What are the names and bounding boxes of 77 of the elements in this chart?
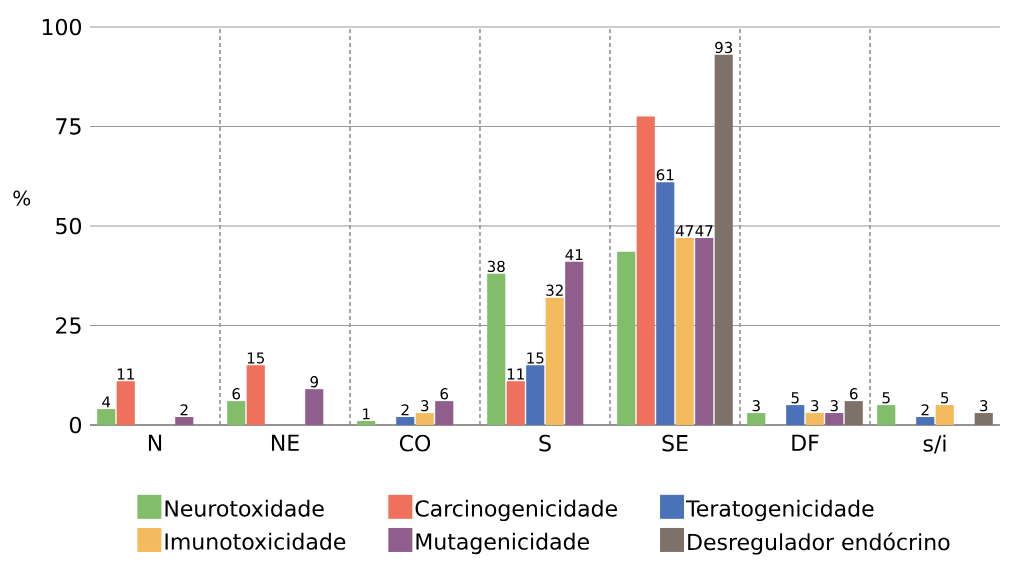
legend-label: Neurotoxidade — [165, 499, 324, 517]
data-label: 32 — [546, 284, 563, 296]
bar — [487, 273, 506, 425]
bar — [844, 401, 863, 425]
data-label: 6 — [232, 388, 241, 400]
bar — [825, 413, 844, 425]
y-tick-label: 100 — [42, 18, 81, 36]
data-label: 2 — [921, 404, 929, 416]
data-label: 3 — [421, 400, 429, 412]
bar — [97, 409, 116, 425]
x-tick-label: s/i — [923, 434, 946, 454]
x-tick-label: DF — [792, 434, 819, 451]
data-label: 9 — [310, 376, 318, 388]
data-label: 1 — [363, 408, 370, 420]
x-tick-label: CO — [399, 434, 431, 452]
data-label: 2 — [401, 404, 409, 416]
data-label: 3 — [980, 400, 988, 412]
y-tick-label: 0 — [69, 416, 82, 434]
bar — [747, 413, 766, 425]
bar — [227, 401, 246, 425]
x-tick-label: NE — [271, 434, 299, 451]
y-tick-label: 75 — [56, 118, 81, 135]
bar — [506, 381, 525, 425]
data-label: 3 — [830, 400, 838, 412]
bar — [675, 237, 694, 425]
legend-label: Desregulador endócrino — [688, 532, 950, 555]
legend-label: Teratogenicidade — [685, 499, 874, 522]
x-tick-label: S — [539, 434, 551, 452]
data-label: 15 — [527, 352, 544, 364]
bar — [396, 417, 415, 425]
data-label: 5 — [941, 392, 949, 404]
data-label: 3 — [811, 400, 819, 412]
data-label: 61 — [656, 169, 674, 181]
data-label: 5 — [791, 392, 799, 404]
bar — [617, 251, 636, 425]
bar — [877, 405, 896, 425]
y-axis-title: % — [13, 190, 31, 206]
bar — [916, 417, 935, 425]
x-tick-label: SE — [662, 434, 688, 452]
data-label: 38 — [487, 260, 505, 273]
data-label: 4 — [102, 396, 111, 408]
data-label: 47 — [675, 225, 694, 237]
data-label: 11 — [507, 368, 524, 380]
bar — [656, 182, 675, 425]
data-label: 6 — [850, 388, 858, 400]
legend-label: Carcinogenicidade — [415, 499, 617, 522]
data-label: 15 — [247, 352, 264, 364]
legend-label: Mutagenicidade — [416, 532, 589, 555]
bar — [305, 389, 324, 425]
bar — [116, 381, 135, 425]
bar — [636, 116, 655, 425]
data-label: 41 — [565, 249, 583, 261]
data-label: 11 — [117, 368, 134, 380]
data-label: 93 — [715, 41, 733, 54]
data-label: 3 — [752, 400, 760, 412]
bar — [246, 365, 265, 425]
bar — [565, 261, 584, 425]
y-tick-label: 50 — [56, 217, 81, 235]
bar — [175, 417, 194, 425]
legend-label: Imunotoxicidade — [165, 532, 346, 550]
bar — [805, 413, 824, 425]
bar — [695, 237, 714, 425]
bar — [786, 405, 805, 425]
x-tick-label: N — [148, 434, 162, 451]
data-label: 5 — [882, 392, 890, 404]
bar — [435, 401, 454, 425]
bar — [526, 365, 545, 425]
data-label: 6 — [440, 388, 449, 400]
bar — [415, 413, 434, 425]
bar — [357, 421, 376, 425]
bar — [714, 54, 733, 425]
bar — [974, 413, 993, 425]
data-label: 47 — [695, 225, 713, 237]
data-label: 2 — [180, 404, 188, 416]
bar — [545, 297, 564, 425]
y-tick-label: 25 — [56, 317, 81, 334]
bar — [935, 405, 954, 425]
